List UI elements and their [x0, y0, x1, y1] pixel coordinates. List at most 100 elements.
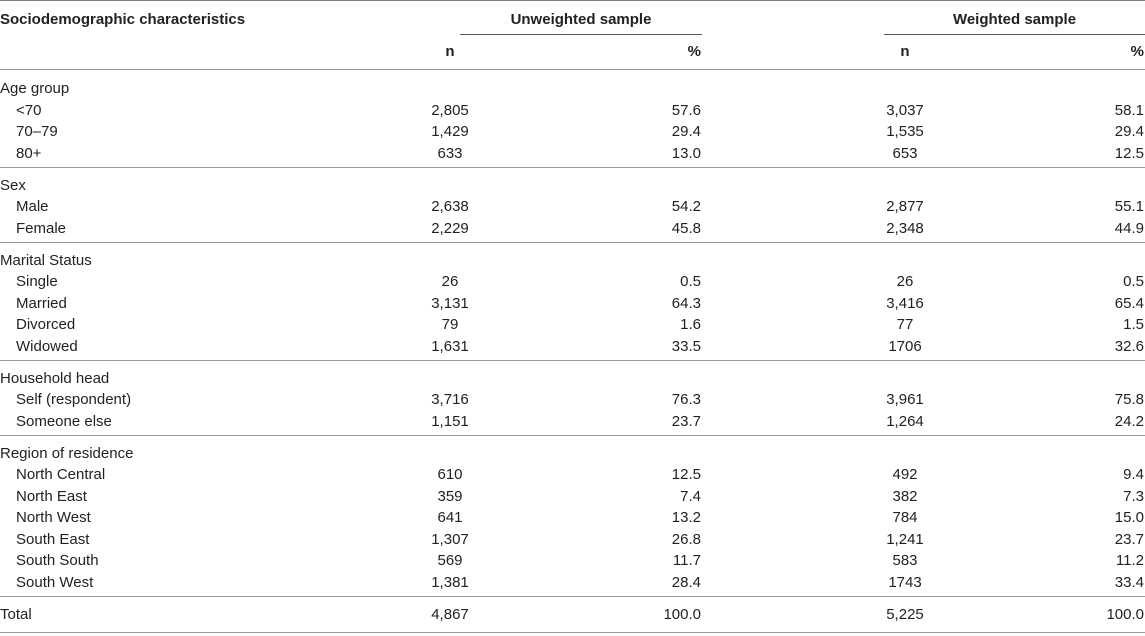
weighted-n-cell: 784	[892, 509, 918, 526]
weighted-n-cell: 3,961	[886, 391, 924, 408]
unweighted-pct-cell: 28.4	[671, 573, 701, 591]
unweighted-n-cell: 3,131	[431, 294, 469, 312]
group-label: Sex	[0, 176, 26, 194]
weighted-pct-cell: 7.3	[1123, 487, 1144, 505]
unweighted-pct-cell: 29.4	[671, 123, 701, 140]
weighted-n-cell: 3,416	[886, 294, 924, 312]
total-unweighted-n: 4,867	[431, 605, 469, 623]
header-unweighted-n: n	[445, 43, 455, 60]
weighted-pct-cell: 11.2	[1115, 552, 1144, 569]
weighted-n-cell: 3,037	[886, 101, 924, 119]
group-label: Region of residence	[0, 444, 134, 462]
group-divider-rule	[0, 242, 1145, 243]
unweighted-pct-cell: 57.6	[671, 101, 701, 119]
weighted-n-cell: 26	[896, 273, 914, 290]
unweighted-n-cell: 1,381	[431, 573, 469, 591]
row-label: Married	[16, 294, 67, 312]
unweighted-pct-cell: 0.5	[680, 273, 701, 290]
table-bottom-rule	[0, 631, 1145, 633]
row-label: Widowed	[16, 337, 78, 355]
row-label: North East	[16, 487, 87, 505]
weighted-n-cell: 1,241	[886, 530, 924, 548]
total-unweighted-pct: 100.0	[663, 605, 701, 623]
unweighted-pct-cell: 13.0	[671, 144, 701, 162]
row-label: North Central	[16, 466, 106, 483]
group-label: Marital Status	[0, 251, 92, 269]
header-bottom-rule	[0, 69, 1145, 70]
weighted-pct-cell: 44.9	[1114, 219, 1144, 237]
unweighted-n-cell: 1,307	[431, 530, 469, 548]
weighted-pct-cell: 23.7	[1114, 530, 1144, 548]
row-label: Self (respondent)	[16, 391, 132, 408]
unweighted-pct-cell: 12.5	[671, 466, 701, 483]
weighted-n-cell: 653	[892, 144, 918, 162]
unweighted-pct-cell: 33.5	[671, 337, 701, 355]
unweighted-pct-cell: 26.8	[671, 530, 701, 548]
row-label: South South	[16, 552, 99, 569]
unweighted-pct-cell: 45.8	[671, 219, 701, 237]
header-weighted-n: n	[900, 43, 910, 60]
weighted-n-cell: 1706	[888, 337, 922, 355]
group-label: Household head	[0, 369, 110, 387]
row-label: North West	[16, 509, 91, 526]
table-top-rule	[0, 0, 1145, 1]
weighted-n-cell: 1,535	[886, 123, 924, 140]
row-label: <70	[16, 101, 42, 119]
weighted-n-cell: 1743	[888, 573, 922, 591]
unweighted-n-cell: 2,805	[431, 101, 469, 119]
unweighted-n-cell: 641	[437, 509, 463, 526]
total-label: Total	[0, 605, 32, 623]
unweighted-n-cell: 2,229	[431, 219, 469, 237]
weighted-pct-cell: 65.4	[1114, 294, 1144, 312]
unweighted-n-cell: 359	[437, 487, 463, 505]
weighted-n-cell: 1,264	[886, 412, 924, 430]
header-characteristics: Sociodemographic characteristics	[0, 11, 246, 28]
unweighted-n-cell: 26	[441, 273, 459, 290]
group-divider-rule	[0, 360, 1145, 361]
unweighted-pct-cell: 54.2	[671, 198, 701, 215]
weighted-pct-cell: 12.5	[1114, 144, 1144, 162]
weighted-n-cell: 77	[896, 316, 914, 333]
weighted-pct-cell: 58.1	[1114, 101, 1144, 119]
weighted-pct-cell: 75.8	[1114, 391, 1144, 408]
group-divider-rule	[0, 167, 1145, 168]
group-divider-rule	[0, 596, 1145, 597]
weighted-pct-cell: 29.4	[1114, 123, 1144, 140]
weighted-pct-cell: 1.5	[1123, 316, 1144, 333]
total-weighted-pct: 100.0	[1106, 605, 1144, 623]
header-unweighted-pct: %	[687, 43, 701, 60]
row-label: South East	[16, 530, 90, 548]
unweighted-pct-cell: 13.2	[671, 509, 701, 526]
weighted-pct-cell: 32.6	[1114, 337, 1144, 355]
row-label: Divorced	[16, 316, 76, 333]
unweighted-n-cell: 610	[437, 466, 463, 483]
row-label: Female	[16, 219, 67, 237]
weighted-subrule	[884, 34, 1145, 35]
unweighted-pct-cell: 7.4	[680, 487, 701, 505]
unweighted-pct-cell: 64.3	[671, 294, 701, 312]
unweighted-n-cell: 569	[437, 552, 463, 569]
row-label: South West	[16, 573, 94, 591]
row-label: Someone else	[16, 412, 112, 430]
unweighted-pct-cell: 23.7	[671, 412, 701, 430]
unweighted-subrule	[460, 34, 702, 35]
unweighted-n-cell: 3,716	[431, 391, 469, 408]
weighted-n-cell: 2,348	[886, 219, 924, 237]
row-label: Single	[16, 273, 58, 290]
unweighted-n-cell: 1,631	[431, 337, 469, 355]
unweighted-pct-cell: 11.7	[672, 552, 701, 569]
group-divider-rule	[0, 435, 1145, 436]
weighted-n-cell: 492	[892, 466, 918, 483]
unweighted-n-cell: 1,429	[431, 123, 469, 140]
total-weighted-n: 5,225	[886, 605, 924, 623]
unweighted-n-cell: 2,638	[431, 198, 469, 215]
unweighted-pct-cell: 76.3	[671, 391, 701, 408]
weighted-pct-cell: 33.4	[1114, 573, 1144, 591]
unweighted-n-cell: 633	[437, 144, 463, 162]
weighted-pct-cell: 15.0	[1114, 509, 1144, 526]
row-label: 80+	[16, 144, 42, 162]
row-label: 70–79	[16, 123, 58, 140]
unweighted-n-cell: 79	[441, 316, 459, 333]
row-label: Male	[16, 198, 49, 215]
